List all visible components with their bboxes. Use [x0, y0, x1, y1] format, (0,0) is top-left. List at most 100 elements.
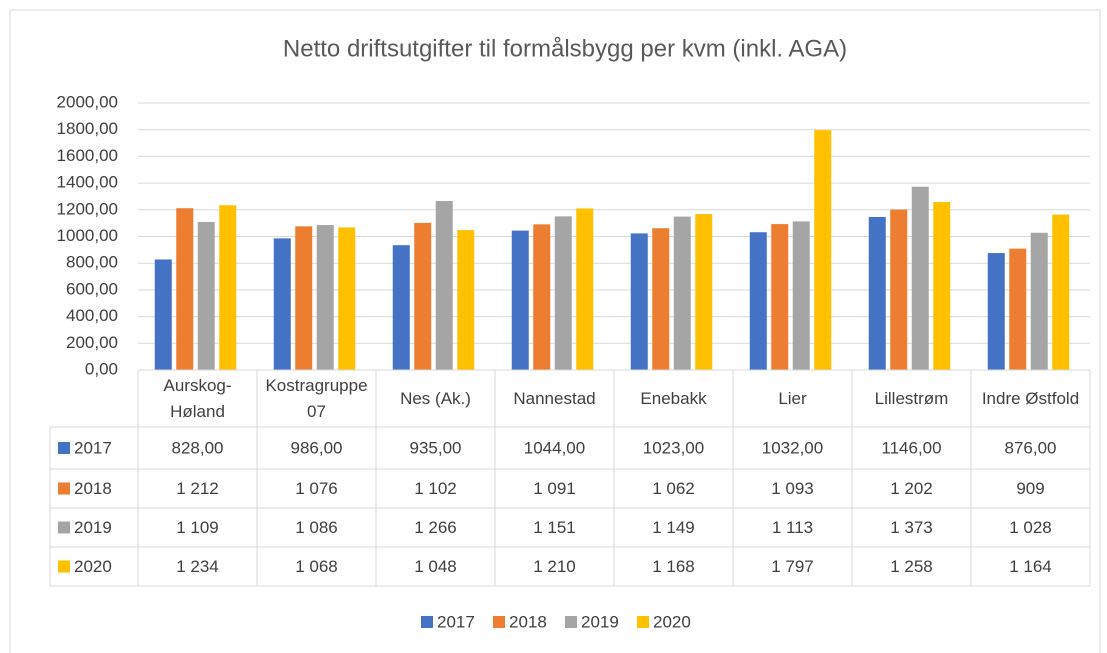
y-tick-label: 1200,00: [57, 199, 118, 218]
table-value: 1 373: [890, 518, 933, 537]
x-tick-label: Aurskog-Høland: [163, 375, 232, 421]
x-tick-label: Nannestad: [513, 388, 596, 408]
y-tick-label: 800,00: [66, 253, 118, 272]
x-tick-label: Lillestrøm: [874, 388, 949, 408]
y-tick-label: 600,00: [66, 279, 118, 298]
y-tick-label: 1600,00: [57, 146, 118, 165]
table-row-label: 2018: [74, 479, 112, 498]
table-value: 1 109: [176, 518, 219, 537]
table-row-label: 2019: [74, 518, 112, 537]
bar: [316, 225, 334, 370]
x-tick-label: Lier: [778, 388, 807, 408]
bar: [695, 214, 713, 370]
table-value: 876,00: [1005, 438, 1057, 457]
table-value: 1146,00: [881, 438, 941, 457]
table-value: 1 234: [176, 557, 219, 576]
y-tick-label: 200,00: [66, 333, 118, 352]
table-swatch: [58, 442, 70, 454]
table-value: 1 168: [652, 557, 695, 576]
bar: [890, 209, 908, 370]
bar: [868, 217, 886, 370]
table-value: 1 164: [1009, 557, 1052, 576]
table-value: 1 091: [533, 479, 576, 498]
bar: [1009, 248, 1027, 370]
table-value: 1 093: [771, 479, 814, 498]
bar: [673, 216, 691, 370]
table-value: 1 113: [772, 518, 813, 537]
x-tick-cell: Aurskog-Høland: [163, 375, 232, 421]
bar: [533, 224, 551, 370]
bar: [1030, 232, 1048, 370]
table-value: 1 266: [414, 518, 457, 537]
table-swatch: [58, 521, 70, 534]
legend-swatch: [421, 616, 433, 628]
y-tick-label: 0,00: [85, 359, 118, 378]
table-value: 909: [1016, 479, 1044, 498]
table-value: 828,00: [172, 438, 224, 457]
table-value: 1 210: [533, 557, 576, 576]
bar: [576, 208, 594, 370]
table-row-label: 2017: [74, 438, 112, 457]
bar: [154, 259, 172, 370]
table-value: 1044,00: [524, 438, 585, 457]
table-value: 1 062: [652, 479, 695, 498]
chart-title: Netto driftsutgifter til formålsbygg per…: [283, 35, 847, 62]
table-value: 1023,00: [643, 438, 704, 457]
x-tick-cell: Kostragruppe 07: [265, 376, 367, 421]
bar: [792, 221, 810, 370]
table-value: 1 202: [890, 479, 933, 498]
bar: [749, 232, 767, 370]
bar: [295, 226, 313, 370]
x-tick-label: Enebakk: [640, 388, 707, 408]
y-tick-label: 1400,00: [57, 173, 118, 192]
table-swatch: [58, 560, 70, 573]
table-value: 1 212: [176, 479, 219, 498]
legend-label: 2017: [437, 612, 475, 631]
x-tick-cell: Nes (Ak.): [400, 388, 471, 408]
table-value: 1 086: [295, 518, 338, 537]
bar: [457, 230, 475, 370]
bar: [392, 245, 410, 370]
bar: [911, 186, 929, 370]
x-tick-cell: Lier: [778, 388, 807, 408]
table-value: 1 151: [533, 518, 576, 537]
x-tick-label: Nes (Ak.): [400, 388, 471, 408]
bar: [987, 253, 1005, 370]
bar: [273, 238, 291, 370]
bar: [338, 227, 356, 370]
bar: [197, 221, 215, 370]
x-tick-cell: Nannestad: [513, 388, 596, 408]
table-value: 1 048: [414, 557, 457, 576]
bar: [554, 216, 572, 370]
x-tick-label: Indre Østfold: [981, 388, 1080, 408]
bar: [771, 224, 789, 370]
y-tick-label: 400,00: [66, 306, 118, 325]
table-value: 1032,00: [762, 438, 823, 457]
table-value: 935,00: [410, 438, 462, 457]
x-tick-cell: Indre Østfold: [981, 388, 1080, 408]
y-tick-label: 1800,00: [57, 119, 118, 138]
bar: [933, 202, 951, 370]
bar: [414, 222, 432, 370]
legend-swatch: [493, 616, 505, 628]
x-tick-cell: Lillestrøm: [874, 388, 949, 408]
table-value: 1 797: [771, 557, 814, 576]
bar: [630, 233, 648, 370]
legend-label: 2018: [509, 612, 547, 631]
table-value: 1 068: [295, 557, 338, 576]
table-swatch: [58, 482, 70, 495]
bar: [652, 228, 670, 370]
bar: [1052, 214, 1070, 370]
table-value: 1 076: [295, 479, 338, 498]
bar: [176, 208, 194, 370]
bar: [435, 200, 453, 370]
legend-swatch: [565, 616, 577, 628]
legend-swatch: [637, 616, 649, 628]
bar: [814, 130, 832, 370]
x-tick-cell: Enebakk: [640, 388, 707, 408]
legend-label: 2020: [653, 612, 691, 631]
y-tick-label: 2000,00: [57, 92, 118, 111]
table-row-label: 2020: [74, 557, 112, 576]
bar: [511, 230, 529, 370]
